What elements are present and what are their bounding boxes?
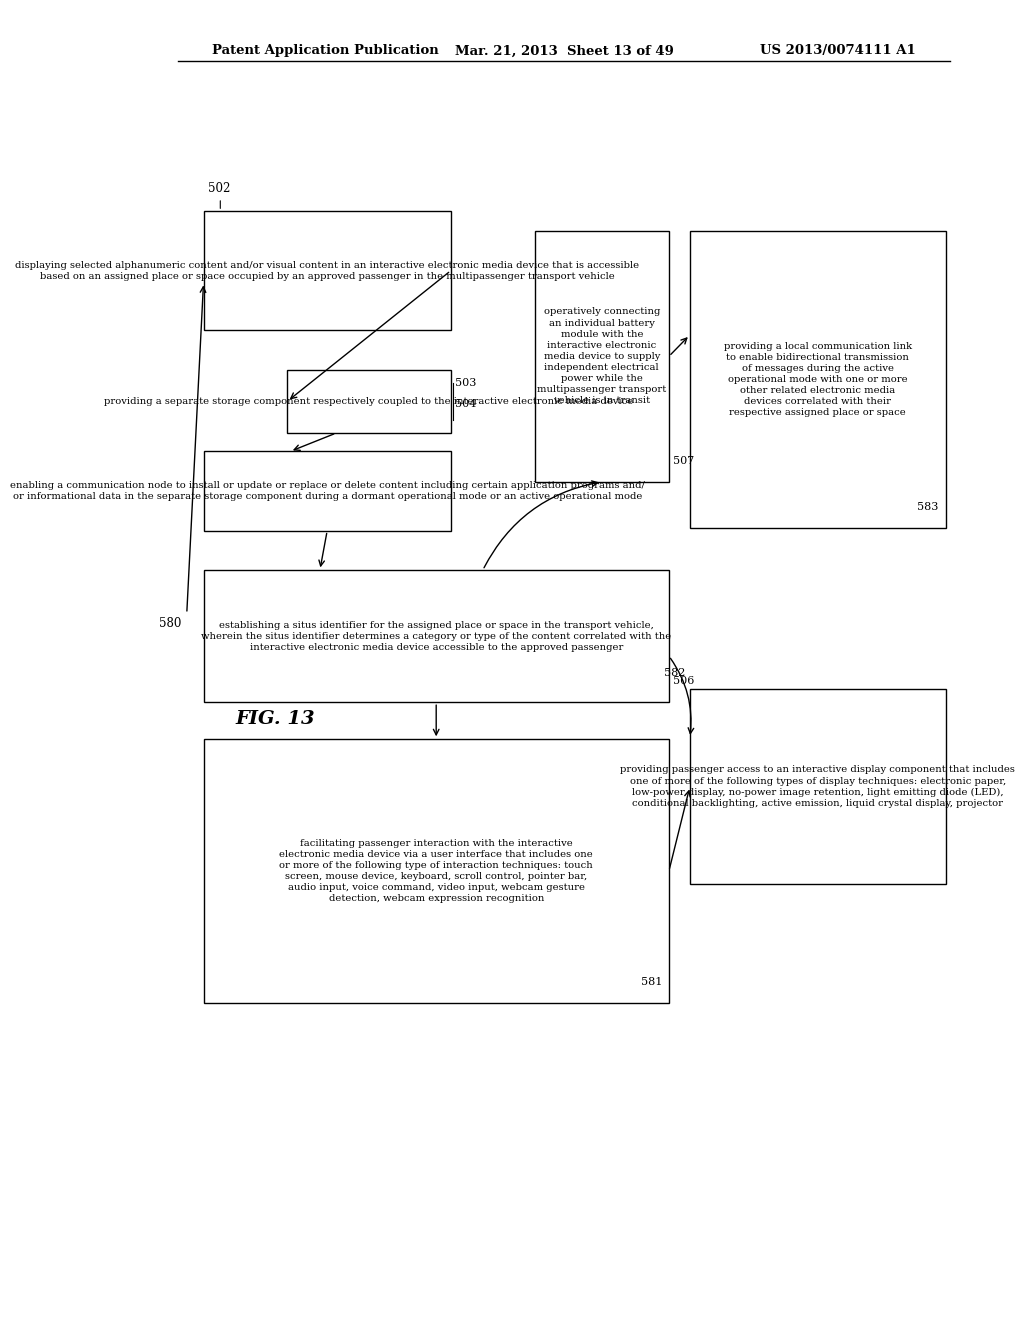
Text: establishing a situs identifier for the assigned place or space in the transport: establishing a situs identifier for the … <box>201 620 672 652</box>
Text: Mar. 21, 2013  Sheet 13 of 49: Mar. 21, 2013 Sheet 13 of 49 <box>455 45 674 57</box>
Text: 507: 507 <box>673 455 694 466</box>
Bar <box>535 231 669 482</box>
Text: facilitating passenger interaction with the interactive
electronic media device : facilitating passenger interaction with … <box>280 840 593 903</box>
Bar <box>204 211 451 330</box>
Text: US 2013/0074111 A1: US 2013/0074111 A1 <box>761 45 916 57</box>
Text: 502: 502 <box>208 182 230 195</box>
Text: 583: 583 <box>918 502 939 512</box>
Text: Patent Application Publication: Patent Application Publication <box>212 45 438 57</box>
Text: 581: 581 <box>641 977 663 987</box>
Text: 580: 580 <box>159 616 181 630</box>
Text: providing a separate storage component respectively coupled to the interactive e: providing a separate storage component r… <box>104 397 634 405</box>
Text: enabling a communication node to install or update or replace or delete content : enabling a communication node to install… <box>10 480 645 502</box>
Text: 503: 503 <box>455 378 476 388</box>
Text: 506: 506 <box>673 676 694 686</box>
Bar <box>204 451 451 531</box>
Text: providing passenger access to an interactive display component that includes
one: providing passenger access to an interac… <box>621 766 1015 808</box>
Text: operatively connecting
an individual battery
module with the
interactive electro: operatively connecting an individual bat… <box>538 308 667 405</box>
Text: 582: 582 <box>665 668 686 678</box>
Bar <box>690 689 945 884</box>
Bar <box>690 231 945 528</box>
Bar <box>204 739 669 1003</box>
Bar <box>204 570 669 702</box>
Bar <box>288 370 451 433</box>
Text: providing a local communication link
to enable bidirectional transmission
of mes: providing a local communication link to … <box>724 342 911 417</box>
Text: FIG. 13: FIG. 13 <box>234 710 314 729</box>
Text: displaying selected alphanumeric content and/or visual content in an interactive: displaying selected alphanumeric content… <box>15 260 639 281</box>
Text: 504: 504 <box>455 399 476 409</box>
